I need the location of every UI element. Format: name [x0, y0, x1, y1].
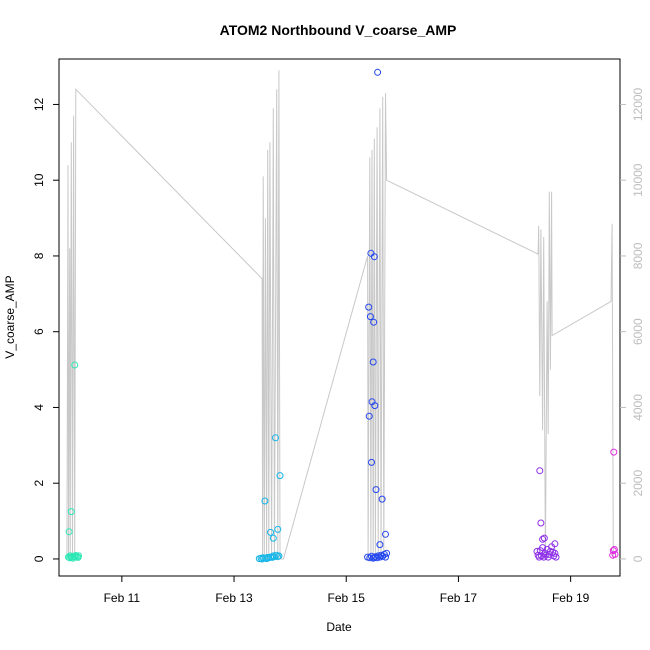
y-left-tick-label: 6: [32, 328, 46, 335]
data-point: [71, 361, 79, 369]
data-point: [365, 303, 373, 311]
y-axis-left: 0 2 4 6 8 10 12: [32, 97, 59, 562]
data-point: [365, 412, 373, 420]
x-tick-label: Feb 15: [328, 591, 366, 605]
data-point: [374, 68, 382, 76]
y-right-tick-label: 12000: [631, 87, 645, 121]
data-point: [371, 402, 379, 410]
y-right-tick-label: 0: [631, 555, 645, 562]
data-point: [67, 508, 75, 516]
data-point: [269, 534, 277, 542]
data-point: [537, 519, 545, 527]
y-right-tick-label: 4000: [631, 394, 645, 421]
y-right-tick-label: 8000: [631, 242, 645, 269]
data-point: [369, 358, 377, 366]
data-point: [276, 472, 284, 480]
data-point: [272, 551, 280, 559]
data-point: [368, 458, 375, 466]
data-point: [366, 313, 374, 321]
data-point: [267, 528, 274, 536]
y-right-tick-label: 10000: [631, 163, 645, 197]
data-point: [551, 540, 559, 548]
data-point: [540, 553, 548, 561]
right-axis-line-layer: [66, 70, 614, 560]
data-point: [374, 552, 382, 560]
data-point: [261, 497, 269, 505]
y-right-tick-label: 6000: [631, 318, 645, 345]
x-tick-label: Feb 11: [104, 591, 141, 605]
data-point: [610, 448, 618, 456]
data-point: [536, 467, 544, 475]
right-axis-series-line: [66, 70, 614, 560]
data-point: [274, 525, 282, 533]
y-left-tick-label: 0: [32, 555, 46, 562]
x-axis-label: Date: [326, 620, 352, 634]
data-point: [611, 550, 619, 558]
y-axis-right: 0 2000 4000 6000 8000 10000 12000: [620, 87, 645, 562]
data-point: [383, 549, 391, 557]
data-point: [274, 553, 282, 561]
data-point: [75, 552, 83, 560]
y-left-tick-label: 10: [32, 173, 46, 187]
data-point: [382, 553, 389, 561]
y-left-tick-label: 8: [32, 252, 46, 259]
data-point: [72, 552, 80, 559]
data-point: [539, 535, 547, 543]
plot-frame: [58, 58, 621, 577]
x-tick-label: Feb 17: [440, 591, 478, 605]
data-point: [551, 549, 559, 557]
y-left-tick-label: 4: [32, 404, 46, 411]
data-point: [609, 547, 617, 555]
data-point: [367, 249, 375, 257]
data-point: [372, 486, 380, 494]
data-point: [610, 546, 618, 553]
data-point: [370, 253, 378, 261]
data-point: [65, 528, 73, 536]
data-point: [270, 553, 278, 561]
x-tick-label: Feb 19: [552, 591, 590, 605]
y-right-tick-label: 2000: [631, 470, 645, 497]
points-layer: [65, 68, 619, 563]
data-point: [272, 434, 279, 442]
data-point: [540, 534, 548, 542]
data-point: [275, 552, 283, 560]
data-point: [370, 318, 378, 326]
data-point: [376, 541, 384, 549]
data-point: [552, 553, 560, 561]
chart-title: ATOM2 Northbound V_coarse_AMP: [220, 22, 457, 38]
x-tick-label: Feb 13: [215, 591, 253, 605]
y-axis-label: V_coarse_AMP: [3, 275, 17, 358]
data-point: [378, 495, 386, 503]
data-point: [382, 530, 389, 538]
y-left-tick-label: 2: [32, 480, 46, 487]
y-left-tick-label: 12: [32, 97, 46, 111]
x-axis: Feb 11 Feb 13 Feb 15 Feb 17 Feb 19: [104, 576, 590, 605]
